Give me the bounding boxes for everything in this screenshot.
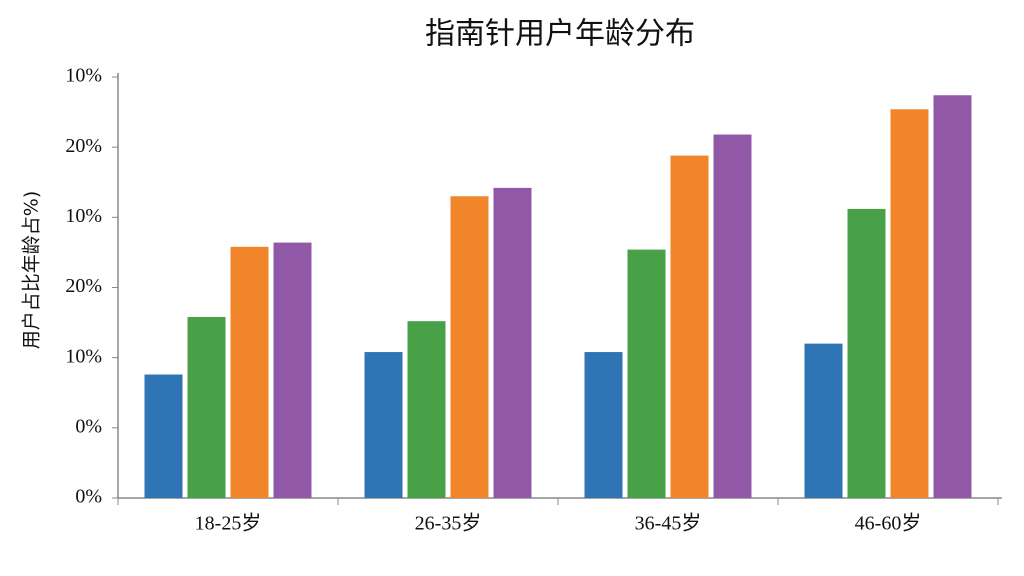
x-tick-label: 26-35岁: [415, 512, 482, 535]
bar: [847, 208, 886, 498]
bar: [230, 246, 269, 498]
x-tick-label: 18-25岁: [195, 512, 262, 535]
bar: [804, 343, 843, 498]
y-tick-label: 0%: [75, 486, 102, 508]
y-tick-label: 0%: [75, 415, 102, 437]
y-axis-label: 用户占比年龄占%): [21, 191, 43, 349]
x-tick-label: 46-60岁: [855, 512, 922, 535]
bar: [933, 95, 972, 498]
y-tick-label: 10%: [65, 205, 102, 227]
bar: [493, 187, 532, 498]
y-tick-label: 20%: [65, 135, 102, 157]
bar: [273, 242, 312, 498]
bar: [670, 155, 709, 498]
bar: [364, 352, 403, 498]
bar: [890, 109, 929, 498]
bar: [407, 321, 446, 498]
bar: [584, 352, 623, 498]
bar: [713, 134, 752, 498]
bar: [187, 316, 226, 498]
y-tick-label: 10%: [65, 345, 102, 367]
chart-title: 指南针用户年龄分布: [425, 17, 695, 52]
x-tick-label: 36-45岁: [635, 512, 702, 535]
bar: [627, 249, 666, 498]
bar: [450, 196, 489, 499]
y-tick-label: 10%: [65, 65, 102, 87]
bar: [144, 374, 183, 498]
y-tick-label: 20%: [65, 275, 102, 297]
